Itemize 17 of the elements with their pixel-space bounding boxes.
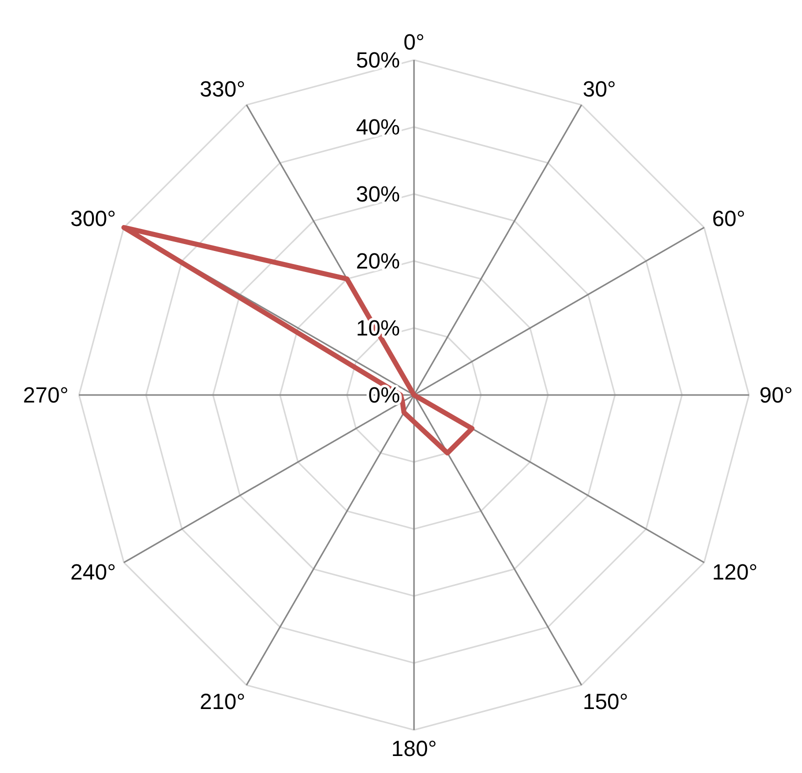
spoke-label: 0° (403, 29, 425, 54)
y-tick-label: 20% (356, 248, 400, 274)
spoke-label: 210° (200, 688, 246, 714)
y-tick-label: 50% (356, 48, 400, 73)
spoke-label: 60° (712, 206, 746, 231)
spoke-label: 270° (23, 382, 69, 408)
spoke-label: 90° (759, 382, 793, 408)
y-tick-label: 30% (356, 182, 400, 207)
y-tick-label: 0% (368, 382, 400, 408)
y-tick-label: 40% (356, 114, 400, 140)
spoke-label: 330° (200, 76, 246, 102)
spoke-label: 180° (391, 736, 437, 762)
spoke-label: 300° (70, 206, 116, 231)
spoke-label: 120° (712, 559, 758, 584)
spoke-label: 30° (582, 76, 616, 102)
spoke-label: 240° (70, 559, 116, 584)
spoke-label: 150° (582, 688, 628, 714)
